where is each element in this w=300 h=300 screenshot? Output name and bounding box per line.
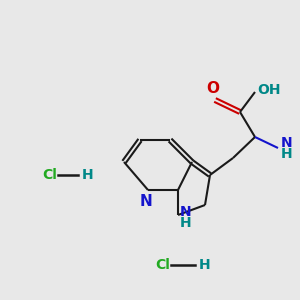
Text: Cl: Cl (42, 168, 57, 182)
Text: H: H (82, 168, 94, 182)
Text: H: H (281, 147, 292, 161)
Text: H: H (180, 216, 192, 230)
Text: N: N (281, 136, 292, 150)
Text: OH: OH (257, 83, 281, 97)
Text: O: O (206, 81, 220, 96)
Text: N: N (180, 205, 192, 219)
Text: N: N (140, 194, 152, 209)
Text: H: H (199, 258, 211, 272)
Text: Cl: Cl (155, 258, 170, 272)
